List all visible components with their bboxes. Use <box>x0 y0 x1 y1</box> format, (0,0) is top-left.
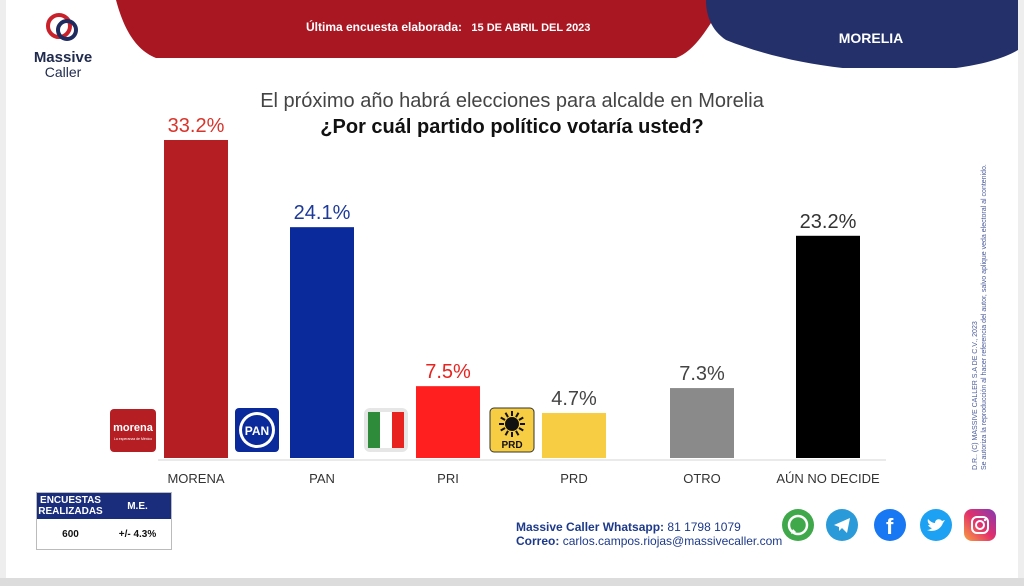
bar-prd <box>542 412 606 458</box>
category-label: PRD <box>560 471 587 486</box>
svg-text:morena: morena <box>113 422 154 434</box>
value-label: 7.3% <box>679 363 725 385</box>
telegram-icon[interactable] <box>826 509 858 541</box>
survey-date-line: Última encuesta elaborada: 15 DE ABRIL D… <box>306 20 590 34</box>
pan-logo: PAN <box>235 408 279 452</box>
bottom-strip <box>0 578 1024 586</box>
value-label: 4.7% <box>551 388 597 410</box>
morena-logo: morena La esperanza de México <box>110 409 156 452</box>
whatsapp-number[interactable]: 81 1798 1079 <box>667 520 741 534</box>
copyright-line-1: D.R.. (C) MASSIVE CALLER S.A DE C.V., 20… <box>972 321 979 470</box>
svg-text:f: f <box>886 514 894 539</box>
svg-text:PAN: PAN <box>245 424 269 438</box>
facebook-icon[interactable]: f <box>874 509 906 541</box>
email-label: Correo: <box>516 534 560 548</box>
instagram-icon[interactable] <box>964 509 996 541</box>
category-label: MORENA <box>167 471 224 486</box>
svg-text:La esperanza de México: La esperanza de México <box>114 437 152 441</box>
question-title: ¿Por cuál partido político votaría usted… <box>320 116 704 138</box>
category-label: PAN <box>309 471 335 486</box>
category-label: OTRO <box>683 471 721 486</box>
twitter-icon[interactable] <box>920 509 952 541</box>
logo-name-2: Caller <box>44 64 82 80</box>
survey-date: 15 DE ABRIL DEL 2023 <box>471 22 591 34</box>
email-link[interactable]: carlos.campos.riojas@massivecaller.com <box>562 534 783 548</box>
logo-name: Massive <box>33 49 93 66</box>
value-label: 33.2% <box>168 115 225 137</box>
category-label: PRI <box>437 471 459 486</box>
copyright-line-2: Se autoriza la reproducción al hacer ref… <box>981 164 988 470</box>
prd-logo: PRD <box>489 407 535 453</box>
survey-label: Última encuesta elaborada: <box>306 20 463 34</box>
bar-pri <box>416 386 480 458</box>
value-label: 24.1% <box>294 202 351 224</box>
contact-info: Massive Caller Whatsapp: 81 1798 1079 Co… <box>516 520 782 548</box>
copyright-note: D.R.. (C) MASSIVE CALLER S.A DE C.V., 20… <box>971 110 989 470</box>
bar-pan <box>290 227 354 458</box>
category-label: AÚN NO DECIDE <box>776 471 880 486</box>
question-intro: El próximo año habrá elecciones para alc… <box>260 90 764 112</box>
header-banner <box>116 0 1018 68</box>
value-label: 7.5% <box>425 361 471 383</box>
value-label: 23.2% <box>800 211 857 233</box>
whatsapp-label: Massive Caller Whatsapp: <box>516 520 665 534</box>
stats-value-me: +/- 4.3% <box>118 528 157 540</box>
stats-value-encuestas: 600 <box>62 528 79 540</box>
bar-a-n-no-decide <box>796 235 860 458</box>
bar-otro <box>670 388 734 458</box>
stats-header-encuestas: ENCUESTAS REALIZADAS <box>38 495 103 517</box>
massive-caller-logo: Massive Caller <box>28 10 98 80</box>
bar-chart: 33.2% MORENA 24.1% PAN 7.5% PRI 4.7% PRD 7.3% OTR… <box>110 115 886 486</box>
city-label: MORELIA <box>838 30 904 46</box>
logo-mark-icon <box>46 13 78 41</box>
survey-stats-table: ENCUESTAS REALIZADAS M.E. 600 +/- 4.3% <box>36 492 172 550</box>
pri-logo <box>364 408 408 452</box>
report-card: Massive Caller Última encuesta elaborada… <box>6 0 1018 578</box>
bar-morena <box>164 140 228 458</box>
stats-header-me: M.E. <box>127 500 148 512</box>
svg-text:PRD: PRD <box>501 440 522 451</box>
whatsapp-icon[interactable] <box>782 509 814 541</box>
